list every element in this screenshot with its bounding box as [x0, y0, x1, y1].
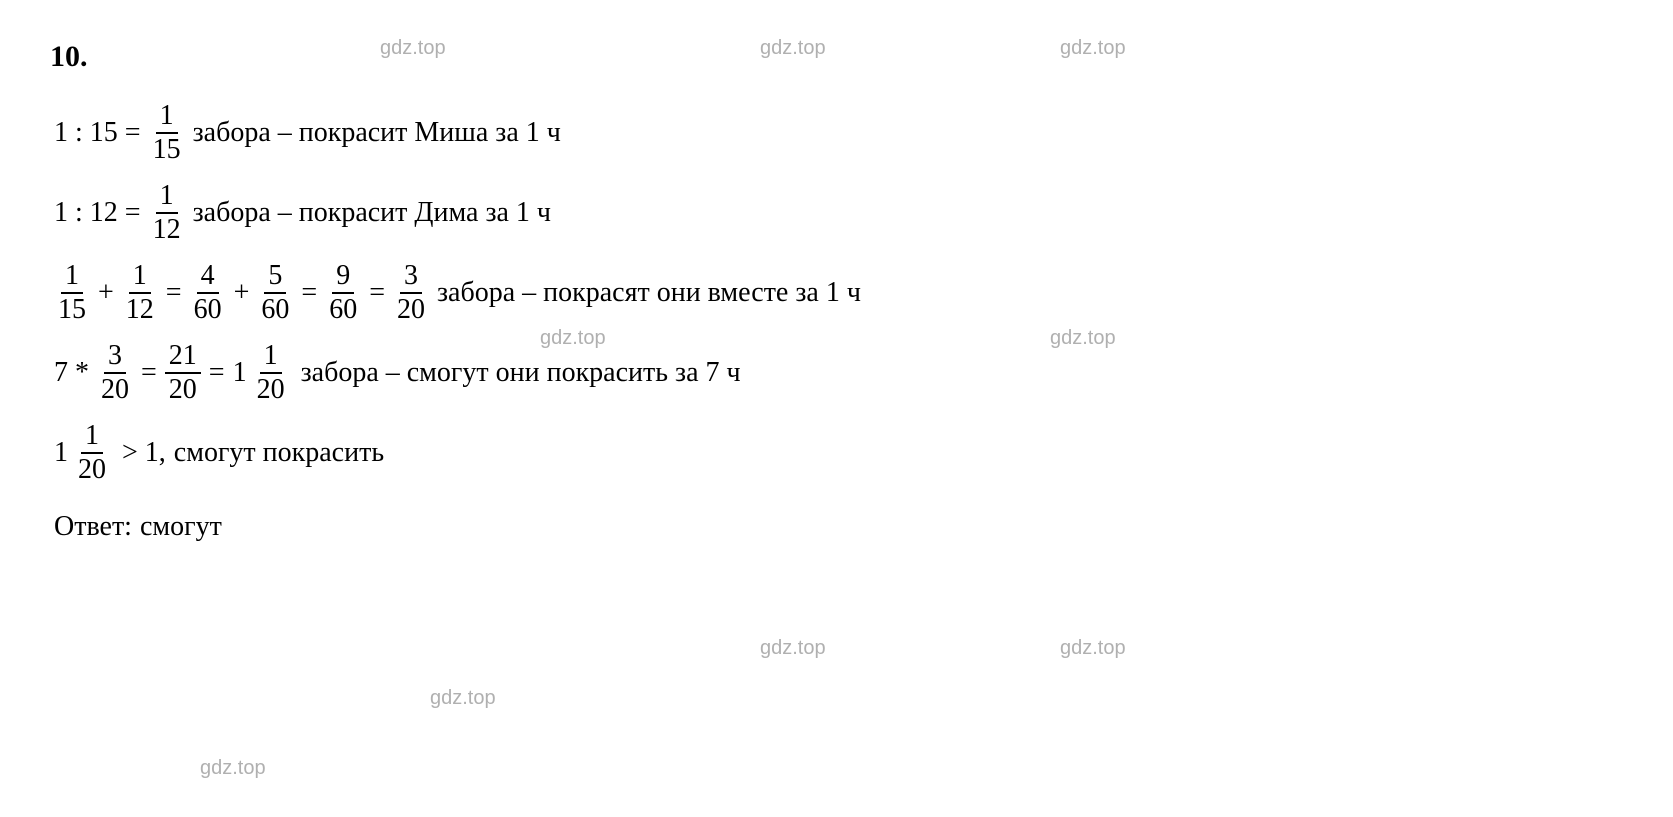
l3-f3: 4 60: [190, 262, 226, 324]
l2-lhs: 1 : 12 =: [54, 188, 141, 238]
l1-lhs: 1 : 15 =: [54, 108, 141, 158]
l3-f1-den: 15: [54, 294, 90, 324]
l3-f6: 3 20: [393, 262, 429, 324]
line-2: 1 : 12 = 1 12 забора – покрасит Дима за …: [50, 182, 1623, 244]
line-5: 1 1 20 > 1, смогут покрасить: [50, 422, 1623, 484]
l4-mix-den: 20: [253, 374, 289, 404]
l3-text: забора – покрасят они вместе за 1 ч: [437, 268, 861, 318]
line-3: 1 15 + 1 12 = 4 60 + 5 60 = 9 60 = 3 20 …: [50, 262, 1623, 324]
l3-f6-den: 20: [393, 294, 429, 324]
l3-eq2: =: [301, 268, 317, 318]
l2-text: забора – покрасит Дима за 1 ч: [193, 188, 551, 238]
l3-f2-den: 12: [122, 294, 158, 324]
problem-number: 10.: [50, 30, 1623, 84]
l3-f3-den: 60: [190, 294, 226, 324]
l2-frac-num: 1: [156, 182, 178, 214]
l4-f2: 21 20: [165, 342, 201, 404]
l4-mix-whole: 1: [233, 348, 247, 398]
l4-f2-num: 21: [165, 342, 201, 374]
l4-mix: 1 1 20: [233, 342, 293, 404]
l3-f3-num: 4: [197, 262, 219, 294]
l3-f2-num: 1: [129, 262, 151, 294]
l2-frac: 1 12: [149, 182, 185, 244]
l3-eq3: =: [369, 268, 385, 318]
l2-frac-den: 12: [149, 214, 185, 244]
l3-f6-num: 3: [400, 262, 422, 294]
l4-mix-num: 1: [260, 342, 282, 374]
l5-mix-den: 20: [74, 454, 110, 484]
answer-label: Ответ:: [54, 502, 132, 552]
line-4: 7 * 3 20 = 21 20 = 1 1 20 забора – смогу…: [50, 342, 1623, 404]
l1-frac-den: 15: [149, 134, 185, 164]
l3-f5-num: 9: [332, 262, 354, 294]
l4-f2-den: 20: [165, 374, 201, 404]
l3-f4-den: 60: [257, 294, 293, 324]
answer-line: Ответ: смогут: [50, 502, 1623, 552]
watermark-text: gdz.top: [200, 750, 266, 786]
l1-frac-num: 1: [156, 102, 178, 134]
l3-plus2: +: [234, 268, 250, 318]
l3-f4: 5 60: [257, 262, 293, 324]
answer-text: смогут: [140, 502, 222, 552]
l1-text: забора – покрасит Миша за 1 ч: [193, 108, 561, 158]
l4-f1-den: 20: [97, 374, 133, 404]
watermark-text: gdz.top: [1060, 630, 1126, 666]
l1-frac: 1 15: [149, 102, 185, 164]
watermark-text: gdz.top: [430, 680, 496, 716]
l3-f1: 1 15: [54, 262, 90, 324]
l3-plus: +: [98, 268, 114, 318]
l5-mix-num: 1: [81, 422, 103, 454]
l5-mix-whole: 1: [54, 428, 68, 478]
l5-mix: 1 1 20: [54, 422, 114, 484]
l3-f5: 9 60: [325, 262, 361, 324]
line-1: 1 : 15 = 1 15 забора – покрасит Миша за …: [50, 102, 1623, 164]
l3-f1-num: 1: [61, 262, 83, 294]
l4-text: забора – смогут они покрасить за 7 ч: [301, 348, 741, 398]
l5-text: смогут покрасить: [174, 428, 384, 478]
l3-f4-num: 5: [264, 262, 286, 294]
l4-f1: 3 20: [97, 342, 133, 404]
l4-mix-frac: 1 20: [253, 342, 289, 404]
watermark-text: gdz.top: [760, 630, 826, 666]
l4-eq2: =: [209, 348, 225, 398]
l4-lhs: 7 *: [54, 348, 89, 398]
l5-gt: > 1,: [122, 428, 166, 478]
l3-f5-den: 60: [325, 294, 361, 324]
l4-f1-num: 3: [104, 342, 126, 374]
l3-f2: 1 12: [122, 262, 158, 324]
l5-mix-frac: 1 20: [74, 422, 110, 484]
l4-eq1: =: [141, 348, 157, 398]
l3-eq1: =: [166, 268, 182, 318]
